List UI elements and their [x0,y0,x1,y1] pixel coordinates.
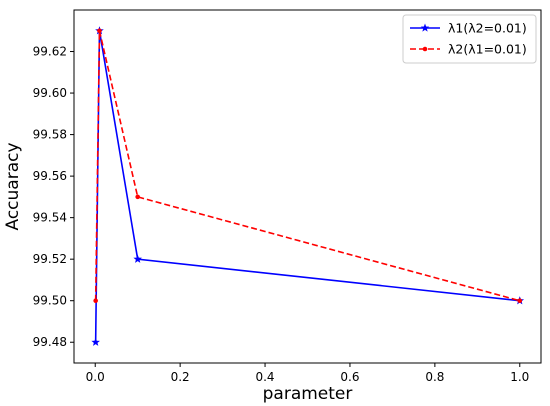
plot-area [73,9,542,364]
legend-label: λ2(λ1=0.01) [448,42,527,57]
x-tick-label: 0.6 [340,370,359,384]
x-tick-label: 0.0 [86,370,105,384]
y-tick-label: 99.62 [33,45,67,59]
y-tick-label: 99.56 [33,169,67,183]
y-tick-label: 99.60 [33,86,67,100]
y-tick-label: 99.50 [33,294,67,308]
series-line [94,30,520,302]
legend-item: λ1(λ2=0.01) [410,21,527,36]
legend: λ1(λ2=0.01) λ2(λ1=0.01) [402,14,537,64]
legend-marker [420,23,430,32]
legend-label: λ1(λ2=0.01) [448,21,527,36]
y-tick-label: 99.48 [33,335,67,349]
series-layer [91,26,525,346]
legend-marker [422,46,428,52]
x-axis: 0.0 0.2 0.4 0.6 0.8 1.0 [86,363,529,384]
series-2 [93,28,523,304]
y-axis: 99.48 99.50 99.52 99.54 99.56 99.58 99.60 99.62 [33,45,74,349]
data-point [135,194,140,200]
y-tick-label: 99.54 [33,211,67,225]
series-line [94,30,520,343]
data-point [133,254,142,263]
legend-box [402,14,537,64]
data-point [97,28,102,34]
x-tick-label: 0.8 [425,370,444,384]
legend-item: λ2(λ1=0.01) [410,42,527,57]
y-tick-label: 99.58 [33,128,67,142]
x-axis-label: parameter [263,384,353,404]
data-point [93,298,98,304]
y-axis-label: Accuaracy [3,142,23,230]
x-tick-label: 0.4 [255,370,274,384]
y-tick-label: 99.52 [33,252,67,266]
x-tick-label: 1.0 [510,370,529,384]
data-point [91,337,100,346]
data-point [517,298,523,304]
x-tick-label: 0.2 [171,370,190,384]
